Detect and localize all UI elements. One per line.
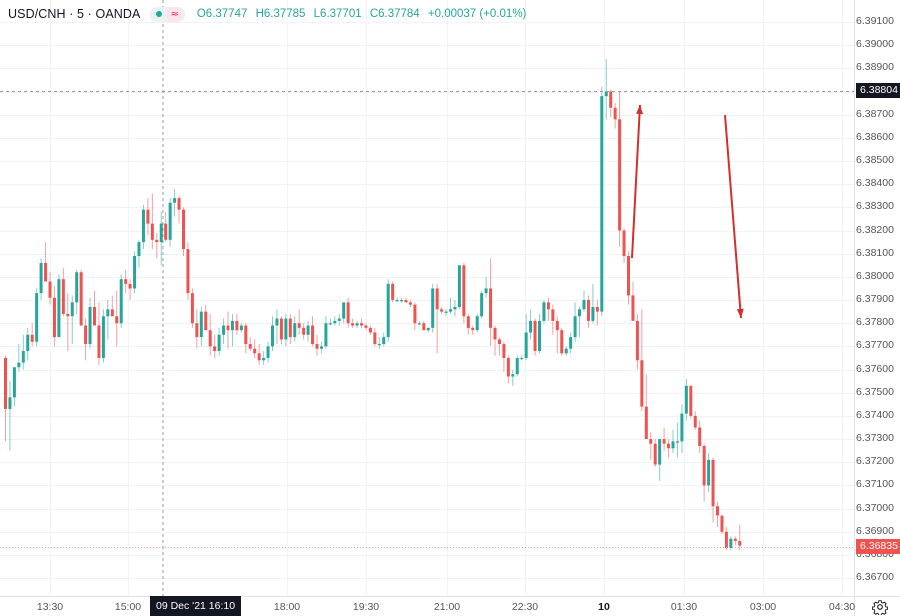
price-axis-label: 6.37200 (856, 455, 894, 468)
price-axis-label: 6.38600 (856, 130, 894, 143)
open-value: O6.37747 (196, 8, 248, 20)
price-axis-label: 6.38000 (856, 269, 894, 282)
symbol-title[interactable]: USD/CNH · 5 · OANDA (8, 7, 141, 21)
high-value: H6.37785 (255, 8, 306, 20)
time-axis-label: 03:00 (749, 601, 777, 613)
price-axis-label: 6.37000 (856, 501, 894, 514)
price-axis-label: 6.38500 (856, 154, 894, 167)
price-axis-label: 6.36700 (856, 571, 894, 584)
price-axis-label: 6.38100 (856, 246, 894, 259)
price-axis-label: 6.38400 (856, 177, 894, 190)
time-axis-label: 01:30 (670, 601, 698, 613)
indicator-pills[interactable]: ≈ (150, 6, 185, 22)
annotation-arrows (631, 104, 744, 319)
price-axis-label: 6.37400 (856, 408, 894, 421)
close-value: C6.37784 (369, 8, 420, 20)
last-price-label: 6.36835 (856, 539, 900, 555)
data-delay-icon: ≈ (166, 6, 183, 22)
price-axis-label: 6.37300 (856, 432, 894, 445)
time-axis-label: 13:30 (36, 601, 64, 613)
price-axis-label: 6.39100 (856, 15, 894, 27)
time-axis-label: 04:30 (828, 601, 856, 613)
price-axis-label: 6.38900 (856, 61, 894, 74)
candles (4, 59, 742, 551)
price-axis-label: 6.38300 (856, 200, 894, 213)
market-status-dot-icon (156, 11, 163, 17)
chart-legend: USD/CNH · 5 · OANDA ≈ O6.37747 H6.37785 … (8, 5, 531, 23)
grid-lines (0, 0, 854, 596)
time-axis-label: 18:00 (273, 601, 301, 613)
time-axis-label: 15:00 (114, 601, 142, 613)
price-axis-label: 6.37900 (856, 293, 894, 306)
time-axis-label: 21:00 (433, 601, 461, 613)
time-axis-label: 10 (598, 601, 610, 613)
time-axis-label: 22:30 (511, 601, 539, 613)
price-axis-label: 6.38200 (856, 223, 894, 236)
price-axis-label: 6.37700 (856, 339, 894, 352)
change-value: +0.00037 (+0.01%) (427, 8, 527, 20)
crosshair-time-label: 09 Dec '21 16:10 (150, 596, 242, 616)
time-axis-label: 19:30 (352, 601, 380, 613)
price-axis-label: 6.36900 (856, 524, 894, 537)
low-value: L6.37701 (313, 8, 362, 20)
price-axis-label: 6.39000 (856, 38, 894, 51)
price-axis-label: 6.37500 (856, 385, 894, 398)
crosshair-price-label: 6.38804 (856, 83, 900, 99)
price-axis-label: 6.37600 (856, 362, 894, 375)
price-axis-label: 6.38700 (856, 107, 894, 120)
gear-icon[interactable] (872, 599, 888, 615)
price-axis-label: 6.37100 (856, 478, 894, 491)
ohlc-values: O6.37747 H6.37785 L6.37701 C6.37784 +0.0… (197, 8, 532, 20)
price-axis-label: 6.37800 (856, 316, 894, 329)
